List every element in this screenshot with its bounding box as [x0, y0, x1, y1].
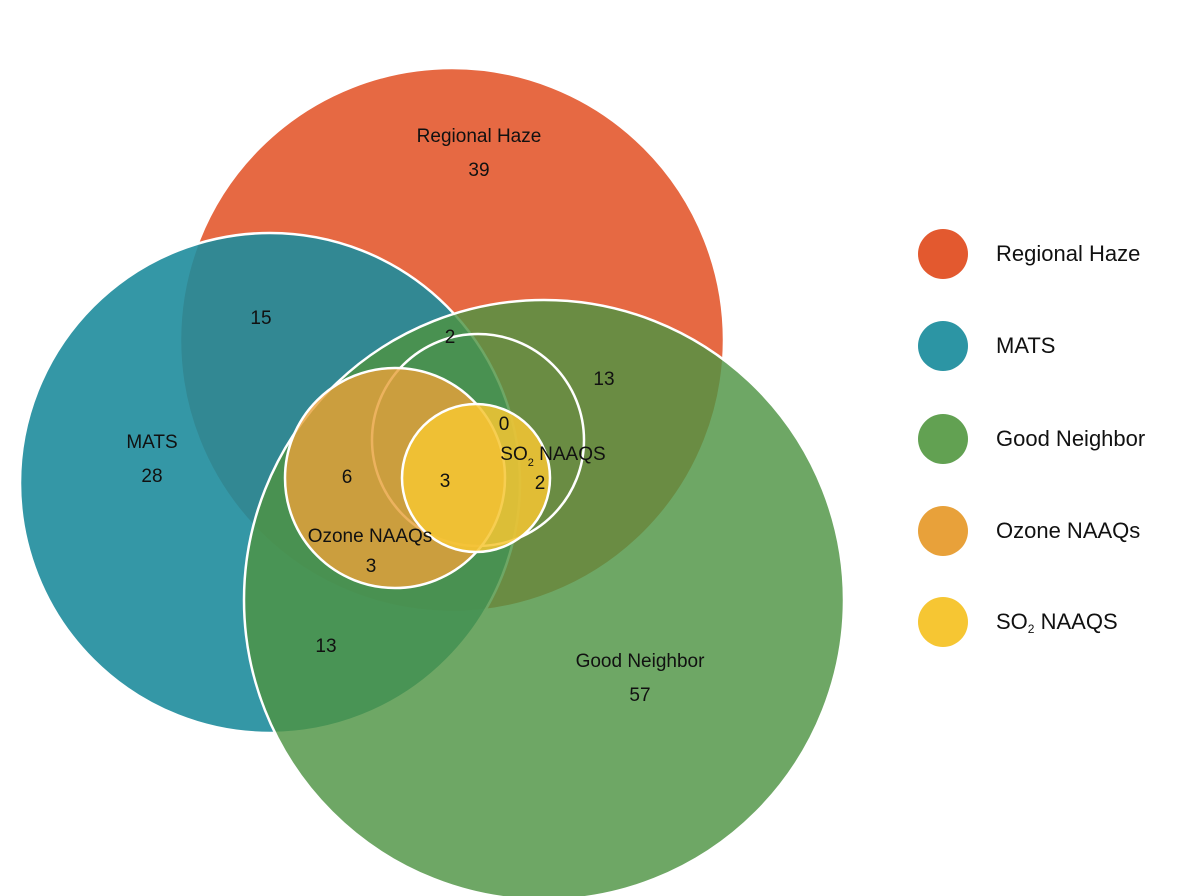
ozone-naaqs-label: Ozone NAAQs — [308, 526, 433, 547]
venn-diagram: Regional Haze 39 MATS 28 Good Neighbor 5… — [18, 66, 846, 896]
good-so2-count: 2 — [535, 473, 546, 494]
legend-label-so2-naaqs: SO2 NAAQS — [996, 608, 1118, 636]
regional-mats-count: 15 — [250, 308, 271, 329]
legend-item-mats: MATS — [918, 320, 1055, 372]
legend-label-regional-haze: Regional Haze — [996, 241, 1141, 266]
regional-good-so2-count: 0 — [499, 414, 510, 435]
mats-count: 28 — [141, 466, 162, 487]
legend-item-so2-naaqs: SO2 NAAQS — [918, 596, 1118, 648]
mats-good-ozone-count: 6 — [342, 467, 353, 488]
legend-swatch-so2-naaqs — [918, 597, 968, 647]
good-neighbor-label: Good Neighbor — [576, 651, 706, 672]
good-neighbor-count: 57 — [629, 685, 650, 706]
mats-good-count: 13 — [315, 636, 336, 657]
so2-naaqs-circle — [400, 402, 552, 554]
legend-item-good-neighbor: Good Neighbor — [918, 413, 1145, 465]
regional-good-count: 13 — [593, 369, 614, 390]
legend-swatch-good-neighbor — [918, 414, 968, 464]
good-ozone-count: 3 — [366, 556, 377, 577]
regional-haze-label: Regional Haze — [417, 126, 542, 147]
regional-mats-good-count: 2 — [445, 327, 456, 348]
legend-swatch-mats — [918, 321, 968, 371]
so2-naaqs-label: SO2 NAAQS — [500, 444, 605, 469]
legend-label-mats: MATS — [996, 333, 1056, 358]
mats-label: MATS — [126, 432, 177, 453]
legend-item-regional-haze: Regional Haze — [918, 228, 1140, 280]
mats-good-ozone-so2-count: 3 — [440, 471, 451, 492]
legend-label-ozone-naaqs: Ozone NAAQs — [996, 518, 1141, 543]
regional-haze-count: 39 — [468, 160, 489, 181]
legend-swatch-regional-haze — [918, 229, 968, 279]
legend-swatch-ozone-naaqs — [918, 506, 968, 556]
legend-item-ozone-naaqs: Ozone NAAQs — [918, 505, 1140, 557]
legend-label-good-neighbor: Good Neighbor — [996, 426, 1146, 451]
